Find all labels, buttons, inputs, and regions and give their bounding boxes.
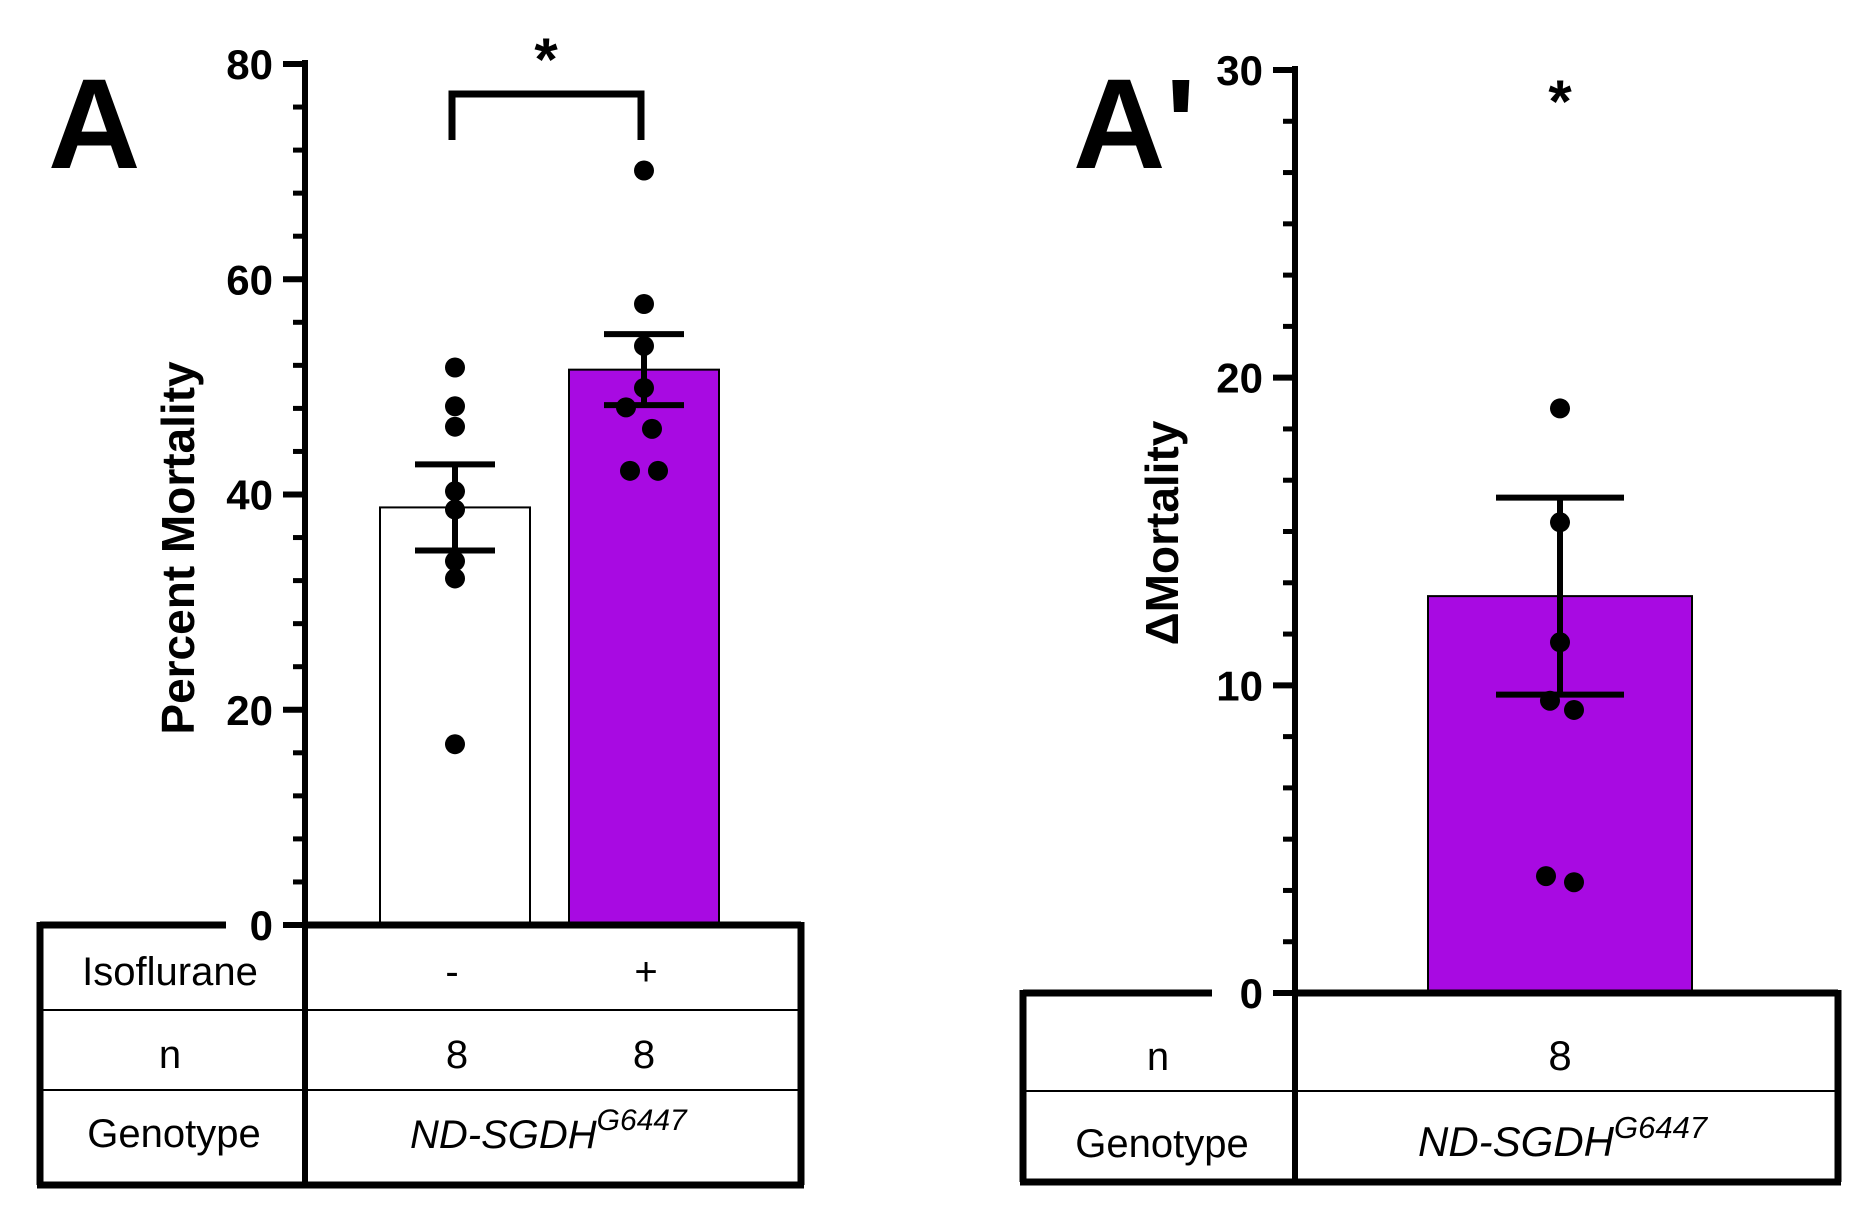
panel-a-tick-label: 0 — [250, 902, 273, 949]
panel-a-genotype: ND-SGDHG6447 — [410, 1104, 688, 1157]
panel-a-table: Isoflurane n Genotype - + 8 8 ND-SGDHG64… — [36, 921, 805, 1189]
panel-a-prime-tick-label: 10 — [1216, 662, 1263, 709]
panel-a-prime-row-label-genotype: Genotype — [1075, 1122, 1248, 1166]
panel-a-data-point — [642, 418, 662, 439]
panel-a-isoflurane-plus: + — [634, 950, 657, 994]
panel-a-prime-data-point — [1550, 398, 1570, 419]
panel-a-prime-data-point — [1564, 699, 1584, 720]
panel-a-tick-label: 60 — [226, 256, 273, 303]
panel-a-tick-label: 20 — [226, 687, 273, 734]
panel-a-prime-label: A' — [1073, 53, 1196, 196]
panel-a-data-point — [445, 357, 465, 378]
panel-a-data-point — [445, 734, 465, 755]
panel-a-prime-error-bars — [1496, 494, 1624, 698]
panel-a-data-point — [445, 416, 465, 437]
panel-a-data-point — [445, 396, 465, 417]
panel-a-bar-1 — [379, 506, 531, 926]
panel-a-tick-label: 80 — [226, 41, 273, 88]
panel-a-prime-genotype: ND-SGDHG6447 — [1418, 1110, 1709, 1165]
panel-a-row-label-n: n — [159, 1033, 181, 1077]
panel-a-prime-tick-label: 20 — [1216, 355, 1263, 402]
panel-a-prime-data-point — [1536, 866, 1556, 887]
panel-a-error-bars — [415, 331, 684, 554]
panel-a-prime-y-ticks: 0 10 20 30 — [1216, 47, 1295, 1017]
panel-a-label: A — [48, 53, 140, 196]
panel-a-row-label-genotype: Genotype — [87, 1112, 260, 1156]
panel-a-bars — [379, 368, 720, 926]
panel-a: A Percent Mortality 0 20 40 60 80 * Isoflura… — [36, 26, 805, 1189]
panel-a-prime-row-label-n: n — [1147, 1035, 1169, 1079]
panel-a-data-point — [445, 551, 465, 572]
panel-a-y-ticks: 0 20 40 60 80 — [226, 41, 305, 949]
panel-a-genotype-superscript: G6447 — [597, 1104, 688, 1137]
panel-a-prime-tick-label: 30 — [1216, 47, 1263, 94]
panel-a-prime-tick-label: 0 — [1240, 970, 1263, 1017]
panel-a-tick-label: 40 — [226, 472, 273, 519]
panel-a-prime-genotype-superscript: G6447 — [1614, 1110, 1709, 1145]
panel-a-data-point — [634, 160, 654, 181]
panel-a-isoflurane-minus: - — [445, 950, 458, 994]
panel-a-ylabel: Percent Mortality — [152, 361, 204, 735]
panel-a-n-minus: 8 — [446, 1033, 468, 1077]
panel-a-prime-n: 8 — [1548, 1032, 1571, 1079]
panel-a-data-point — [648, 460, 668, 481]
panel-a-data-point — [620, 460, 640, 481]
panel-a-prime: A' ΔMortality 0 10 20 30 * n Genotype 8 ND-… — [1019, 47, 1842, 1186]
panel-a-significance-star: * — [534, 26, 558, 93]
panel-a-n-plus: 8 — [633, 1033, 655, 1077]
panel-a-data-point — [445, 568, 465, 589]
panel-a-prime-significance-star: * — [1548, 68, 1572, 135]
panel-a-row-label-isoflurane: Isoflurane — [82, 950, 258, 994]
panel-a-prime-data-point — [1564, 872, 1584, 893]
panel-a-prime-genotype-base: ND-SGDH — [1418, 1118, 1615, 1165]
panel-a-bar-2 — [568, 368, 720, 926]
panel-a-data-point — [634, 294, 654, 315]
panel-a-prime-ylabel: ΔMortality — [1136, 420, 1188, 645]
panel-a-prime-table: n Genotype 8 ND-SGDHG6447 — [1019, 989, 1842, 1186]
panel-a-genotype-base: ND-SGDH — [410, 1113, 597, 1157]
panel-a-significance-bracket — [448, 90, 645, 140]
